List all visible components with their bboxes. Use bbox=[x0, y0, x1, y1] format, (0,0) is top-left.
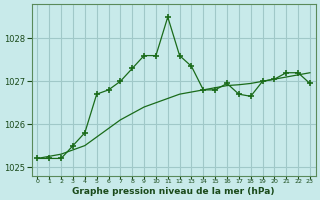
X-axis label: Graphe pression niveau de la mer (hPa): Graphe pression niveau de la mer (hPa) bbox=[72, 187, 275, 196]
